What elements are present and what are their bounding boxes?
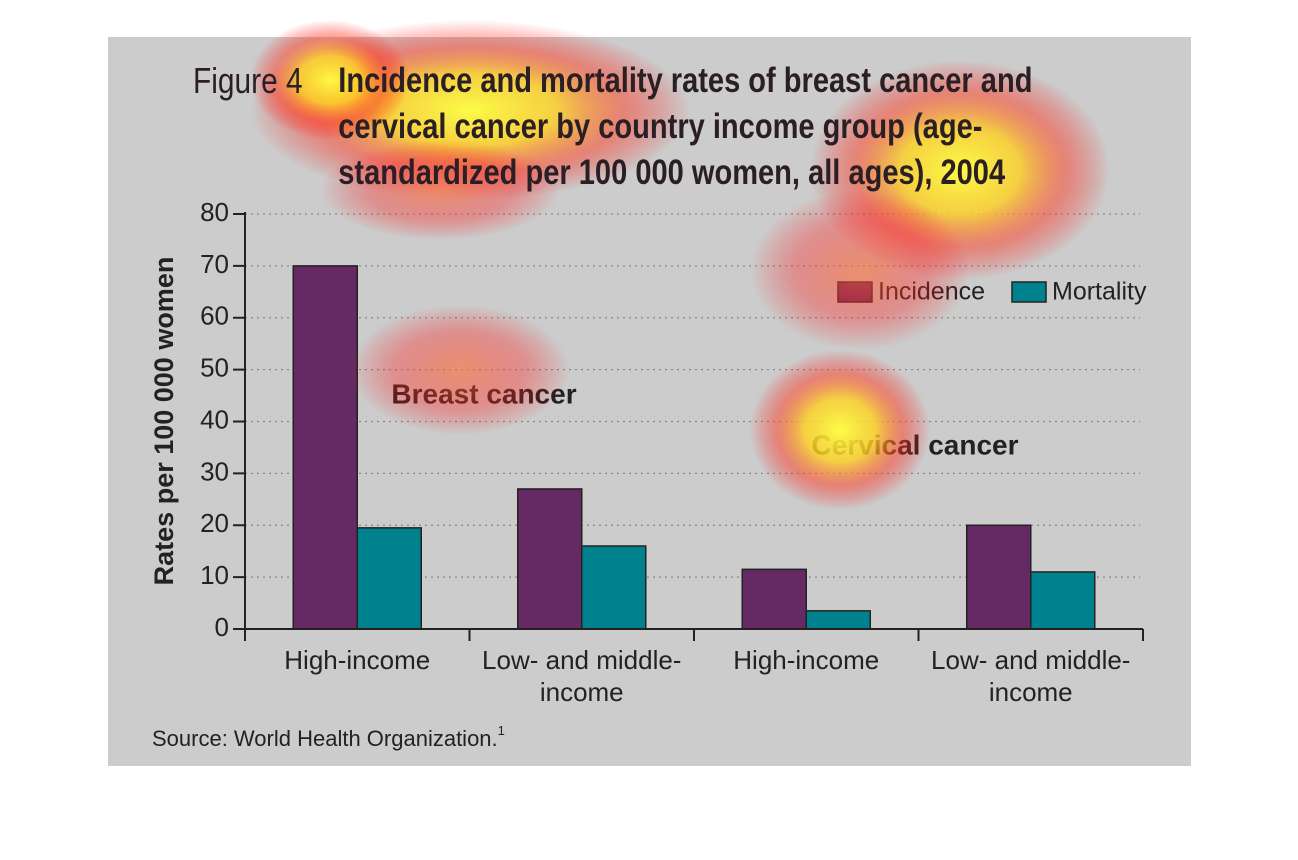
bar — [1030, 571, 1096, 630]
chart-title: Incidence and mortality rates of breast … — [338, 61, 1033, 192]
group-label: Cervical cancer — [811, 429, 1018, 460]
y-tick-label: 60 — [200, 301, 229, 331]
x-tick-label: Low- and middle-income — [931, 645, 1130, 707]
y-tick-label: 80 — [200, 197, 229, 227]
y-axis-label: Rates per 100 000 women — [149, 257, 179, 586]
figure-label: Figure 4 — [193, 60, 303, 101]
group-label: Breast cancer — [391, 378, 576, 409]
source: Source: World Health Organization.1 — [152, 723, 505, 750]
x-tick-label: Low- and middle-income — [482, 645, 681, 707]
legend-label: Incidence — [878, 278, 985, 306]
bar — [356, 527, 422, 630]
bar — [517, 488, 583, 630]
bar — [966, 524, 1032, 630]
y-tick-label: 70 — [200, 249, 229, 279]
x-tick-label-line: income — [989, 677, 1073, 707]
y-tick-label: 30 — [200, 456, 229, 486]
y-tick-label: 50 — [200, 353, 229, 383]
bar — [292, 265, 358, 630]
source-text: Source: World Health Organization. — [152, 726, 498, 751]
legend-swatch — [1011, 281, 1047, 303]
title-block: Figure 4 Incidence and mortality rates o… — [193, 58, 1145, 196]
legend-swatch — [837, 281, 873, 303]
x-tick-label: High-income — [733, 645, 879, 675]
bar — [581, 545, 647, 630]
source-note: 1 — [498, 723, 505, 738]
x-tick-label-line: income — [540, 677, 624, 707]
x-tick-label-line: Low- and middle- — [931, 645, 1130, 675]
y-tick-label: 20 — [200, 508, 229, 538]
x-tick-label-line: Low- and middle- — [482, 645, 681, 675]
bar — [805, 610, 871, 630]
bar — [741, 568, 807, 630]
y-tick-label: 40 — [200, 404, 229, 434]
y-tick-label: 0 — [215, 612, 229, 642]
x-tick-label: High-income — [284, 645, 430, 675]
legend-label: Mortality — [1052, 278, 1147, 306]
y-tick-label: 10 — [200, 560, 229, 590]
